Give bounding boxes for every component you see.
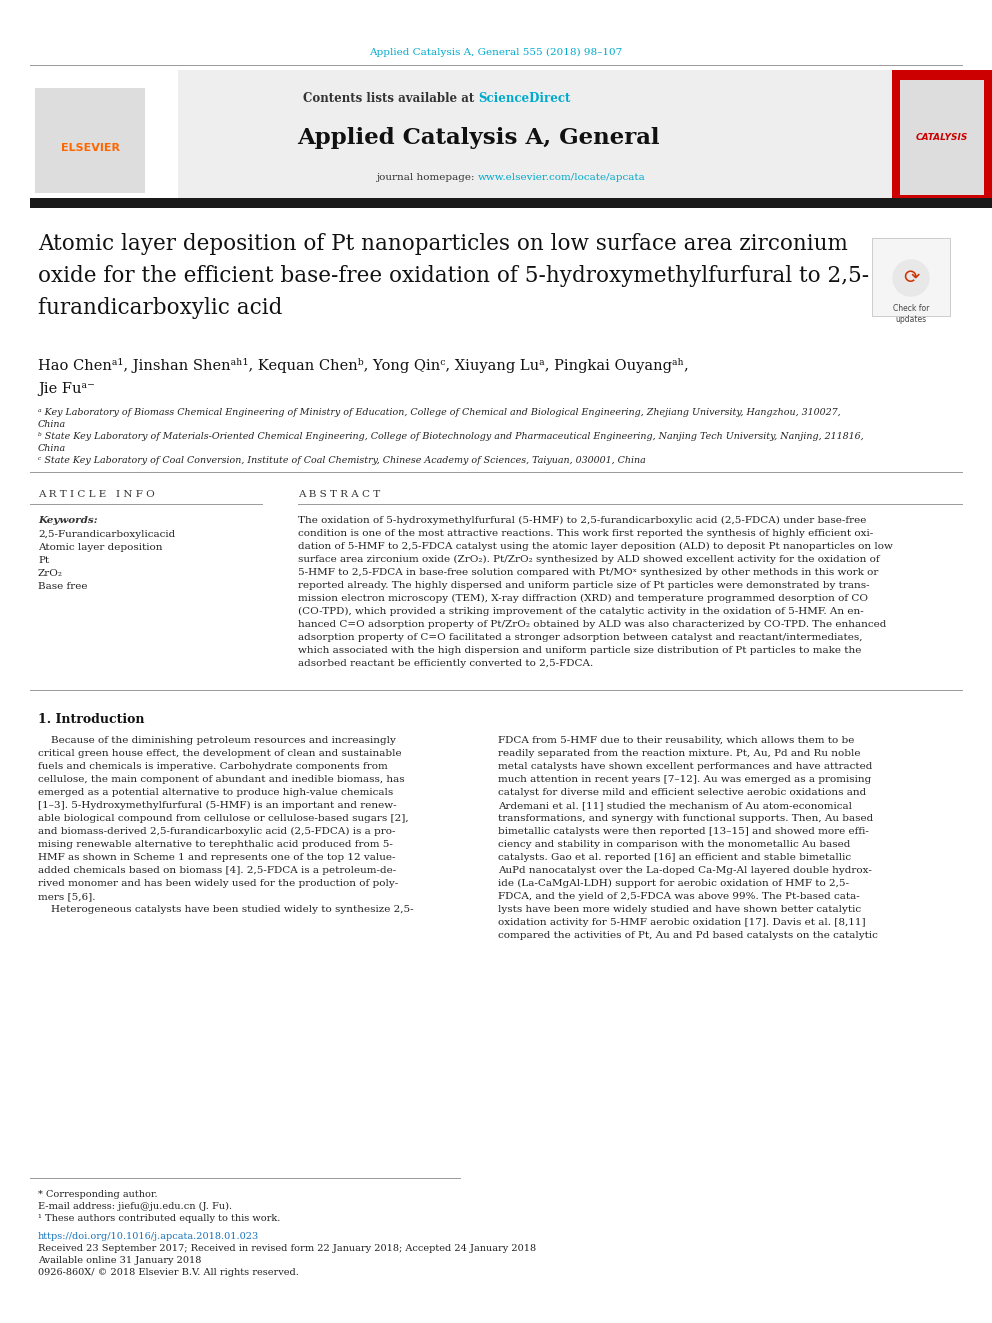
Text: Applied Catalysis A, General: Applied Catalysis A, General	[297, 127, 660, 149]
Text: ZrO₂: ZrO₂	[38, 569, 63, 578]
Bar	[30, 198, 992, 208]
Text: E-mail address: jiefu@ju.edu.cn (J. Fu).: E-mail address: jiefu@ju.edu.cn (J. Fu).	[38, 1203, 232, 1211]
Text: lysts have been more widely studied and have shown better catalytic: lysts have been more widely studied and …	[498, 905, 861, 914]
Text: Because of the diminishing petroleum resources and increasingly: Because of the diminishing petroleum res…	[38, 736, 396, 745]
Bar	[30, 70, 178, 200]
Text: [1–3]. 5-Hydroxymethylfurfural (5-HMF) is an important and renew-: [1–3]. 5-Hydroxymethylfurfural (5-HMF) i…	[38, 800, 397, 810]
Text: 5-HMF to 2,5-FDCA in base-free solution compared with Pt/MOˣ synthesized by othe: 5-HMF to 2,5-FDCA in base-free solution …	[298, 568, 878, 577]
Text: which associated with the high dispersion and uniform particle size distribution: which associated with the high dispersio…	[298, 646, 861, 655]
Text: compared the activities of Pt, Au and Pd based catalysts on the catalytic: compared the activities of Pt, Au and Pd…	[498, 931, 878, 941]
Text: mission electron microscopy (TEM), X-ray diffraction (XRD) and temperature progr: mission electron microscopy (TEM), X-ray…	[298, 594, 868, 603]
Text: reported already. The highly dispersed and uniform particle size of Pt particles: reported already. The highly dispersed a…	[298, 581, 870, 590]
Text: 2,5-Furandicarboxylicacid: 2,5-Furandicarboxylicacid	[38, 531, 176, 538]
Text: Hao Chenᵃ¹, Jinshan Shenᵃʰ¹, Kequan Chenᵇ, Yong Qinᶜ, Xiuyang Luᵃ, Pingkai Ouyan: Hao Chenᵃ¹, Jinshan Shenᵃʰ¹, Kequan Chen…	[38, 359, 688, 373]
Text: AuPd nanocatalyst over the La-doped Ca-Mg-Al layered double hydrox-: AuPd nanocatalyst over the La-doped Ca-M…	[498, 867, 872, 875]
Text: ScienceDirect: ScienceDirect	[478, 91, 570, 105]
Text: The oxidation of 5-hydroxymethylfurfural (5-HMF) to 2,5-furandicarboxylic acid (: The oxidation of 5-hydroxymethylfurfural…	[298, 516, 866, 525]
Text: ¹ These authors contributed equally to this work.: ¹ These authors contributed equally to t…	[38, 1215, 281, 1222]
Text: able biological compound from cellulose or cellulose-based sugars [2],: able biological compound from cellulose …	[38, 814, 409, 823]
Text: ⟳: ⟳	[903, 269, 920, 287]
Text: and biomass-derived 2,5-furandicarboxylic acid (2,5-FDCA) is a pro-: and biomass-derived 2,5-furandicarboxyli…	[38, 827, 396, 836]
Text: CATALYSIS: CATALYSIS	[916, 134, 968, 143]
Bar	[872, 238, 950, 316]
Text: FDCA from 5-HMF due to their reusability, which allows them to be: FDCA from 5-HMF due to their reusability…	[498, 736, 854, 745]
Text: cellulose, the main component of abundant and inedible biomass, has: cellulose, the main component of abundan…	[38, 775, 405, 785]
Text: oxidation activity for 5-HMF aerobic oxidation [17]. Davis et al. [8,11]: oxidation activity for 5-HMF aerobic oxi…	[498, 918, 866, 927]
Text: China: China	[38, 419, 66, 429]
Bar	[35, 89, 145, 193]
Text: hanced C=O adsorption property of Pt/ZrO₂ obtained by ALD was also characterized: hanced C=O adsorption property of Pt/ZrO…	[298, 620, 887, 628]
Text: ELSEVIER: ELSEVIER	[61, 143, 119, 153]
Text: readily separated from the reaction mixture. Pt, Au, Pd and Ru noble: readily separated from the reaction mixt…	[498, 749, 860, 758]
Text: furandicarboxylic acid: furandicarboxylic acid	[38, 296, 283, 319]
Text: Applied Catalysis A, General 555 (2018) 98–107: Applied Catalysis A, General 555 (2018) …	[369, 48, 623, 57]
Text: China: China	[38, 445, 66, 452]
Text: 0926-860X/ © 2018 Elsevier B.V. All rights reserved.: 0926-860X/ © 2018 Elsevier B.V. All righ…	[38, 1267, 299, 1277]
Text: A R T I C L E   I N F O: A R T I C L E I N F O	[38, 490, 155, 499]
Text: Base free: Base free	[38, 582, 87, 591]
Text: adsorption property of C=O facilitated a stronger adsorption between catalyst an: adsorption property of C=O facilitated a…	[298, 632, 862, 642]
Text: mers [5,6].: mers [5,6].	[38, 892, 95, 901]
Text: ᵃ Key Laboratory of Biomass Chemical Engineering of Ministry of Education, Colle: ᵃ Key Laboratory of Biomass Chemical Eng…	[38, 407, 840, 417]
Text: ide (La-CaMgAl-LDH) support for aerobic oxidation of HMF to 2,5-: ide (La-CaMgAl-LDH) support for aerobic …	[498, 878, 849, 888]
Text: Pt: Pt	[38, 556, 50, 565]
Text: condition is one of the most attractive reactions. This work first reported the : condition is one of the most attractive …	[298, 529, 873, 538]
Text: Atomic layer deposition of Pt nanoparticles on low surface area zirconium: Atomic layer deposition of Pt nanopartic…	[38, 233, 848, 255]
Text: ciency and stability in comparison with the monometallic Au based: ciency and stability in comparison with …	[498, 840, 850, 849]
Text: rived monomer and has been widely used for the production of poly-: rived monomer and has been widely used f…	[38, 878, 398, 888]
Text: bimetallic catalysts were then reported [13–15] and showed more effi-: bimetallic catalysts were then reported …	[498, 827, 869, 836]
Text: (CO-TPD), which provided a striking improvement of the catalytic activity in the: (CO-TPD), which provided a striking impr…	[298, 607, 864, 617]
Text: www.elsevier.com/locate/apcata: www.elsevier.com/locate/apcata	[478, 173, 646, 183]
Circle shape	[893, 261, 929, 296]
Text: Check for
updates: Check for updates	[893, 304, 930, 324]
Text: metal catalysts have shown excellent performances and have attracted: metal catalysts have shown excellent per…	[498, 762, 872, 771]
Text: Received 23 September 2017; Received in revised form 22 January 2018; Accepted 2: Received 23 September 2017; Received in …	[38, 1244, 536, 1253]
Text: ᶜ State Key Laboratory of Coal Conversion, Institute of Coal Chemistry, Chinese : ᶜ State Key Laboratory of Coal Conversio…	[38, 456, 646, 464]
Text: HMF as shown in Scheme 1 and represents one of the top 12 value-: HMF as shown in Scheme 1 and represents …	[38, 853, 396, 863]
Text: FDCA, and the yield of 2,5-FDCA was above 99%. The Pt-based cata-: FDCA, and the yield of 2,5-FDCA was abov…	[498, 892, 860, 901]
Text: mising renewable alternative to terephthalic acid produced from 5-: mising renewable alternative to terephth…	[38, 840, 393, 849]
Bar	[900, 79, 984, 194]
Text: transformations, and synergy with functional supports. Then, Au based: transformations, and synergy with functi…	[498, 814, 873, 823]
Text: dation of 5-HMF to 2,5-FDCA catalyst using the atomic layer deposition (ALD) to : dation of 5-HMF to 2,5-FDCA catalyst usi…	[298, 542, 893, 552]
Text: Contents lists available at: Contents lists available at	[303, 91, 478, 105]
Text: Available online 31 January 2018: Available online 31 January 2018	[38, 1256, 201, 1265]
Text: journal homepage:: journal homepage:	[376, 173, 478, 183]
Text: added chemicals based on biomass [4]. 2,5-FDCA is a petroleum-de-: added chemicals based on biomass [4]. 2,…	[38, 867, 396, 875]
Text: adsorbed reactant be efficiently converted to 2,5-FDCA.: adsorbed reactant be efficiently convert…	[298, 659, 593, 668]
Text: 1. Introduction: 1. Introduction	[38, 713, 145, 726]
Text: catalysts. Gao et al. reported [16] an efficient and stable bimetallic: catalysts. Gao et al. reported [16] an e…	[498, 853, 851, 863]
Text: * Corresponding author.: * Corresponding author.	[38, 1189, 158, 1199]
Text: catalyst for diverse mild and efficient selective aerobic oxidations and: catalyst for diverse mild and efficient …	[498, 789, 866, 796]
Text: Atomic layer deposition: Atomic layer deposition	[38, 542, 163, 552]
Text: much attention in recent years [7–12]. Au was emerged as a promising: much attention in recent years [7–12]. A…	[498, 775, 871, 785]
Text: https://doi.org/10.1016/j.apcata.2018.01.023: https://doi.org/10.1016/j.apcata.2018.01…	[38, 1232, 259, 1241]
Text: critical green house effect, the development of clean and sustainable: critical green house effect, the develop…	[38, 749, 402, 758]
Text: Jie Fuᵃ⁻: Jie Fuᵃ⁻	[38, 382, 95, 396]
Text: Heterogeneous catalysts have been studied widely to synthesize 2,5-: Heterogeneous catalysts have been studie…	[38, 905, 414, 914]
Text: fuels and chemicals is imperative. Carbohydrate components from: fuels and chemicals is imperative. Carbo…	[38, 762, 388, 771]
Text: oxide for the efficient base-free oxidation of 5-hydroxymethylfurfural to 2,5-: oxide for the efficient base-free oxidat…	[38, 265, 869, 287]
Bar	[30, 70, 892, 200]
Text: A B S T R A C T: A B S T R A C T	[298, 490, 380, 499]
Text: Keywords:: Keywords:	[38, 516, 97, 525]
Bar	[892, 70, 992, 200]
Text: surface area zirconium oxide (ZrO₂). Pt/ZrO₂ synthesized by ALD showed excellent: surface area zirconium oxide (ZrO₂). Pt/…	[298, 556, 880, 564]
Text: ᵇ State Key Laboratory of Materials-Oriented Chemical Engineering, College of Bi: ᵇ State Key Laboratory of Materials-Orie…	[38, 433, 864, 441]
Text: emerged as a potential alternative to produce high-value chemicals: emerged as a potential alternative to pr…	[38, 789, 393, 796]
Text: Ardemani et al. [11] studied the mechanism of Au atom-economical: Ardemani et al. [11] studied the mechani…	[498, 800, 852, 810]
